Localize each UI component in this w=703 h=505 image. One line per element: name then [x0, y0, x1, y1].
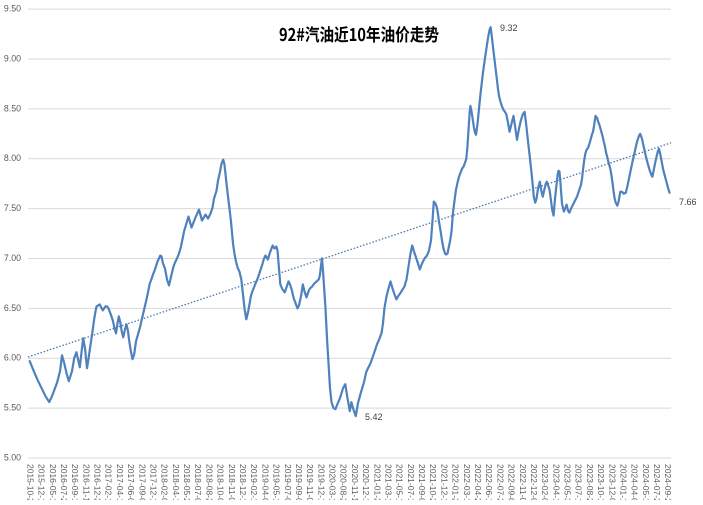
svg-text:2023-12-05: 2023-12-05: [607, 464, 617, 500]
svg-text:2023-02-03: 2023-02-03: [540, 464, 550, 500]
svg-text:6.50: 6.50: [4, 303, 21, 313]
svg-text:2018-12-14: 2018-12-14: [238, 464, 248, 500]
svg-text:2023-04-17: 2023-04-17: [551, 464, 561, 500]
svg-text:2019-11-04: 2019-11-04: [305, 464, 315, 500]
svg-text:7.50: 7.50: [4, 203, 21, 213]
svg-text:9.50: 9.50: [4, 4, 21, 14]
svg-text:2017-02-14: 2017-02-14: [104, 464, 114, 500]
svg-text:5.00: 5.00: [4, 452, 21, 462]
svg-text:2023-10-10: 2023-10-10: [596, 464, 606, 500]
svg-text:5.42: 5.42: [365, 412, 383, 422]
svg-text:2022-06-14: 2022-06-14: [484, 464, 494, 500]
svg-text:2018-02-09: 2018-02-09: [160, 464, 170, 500]
svg-text:2022-01-29: 2022-01-29: [451, 464, 461, 500]
svg-text:2021-07-12: 2021-07-12: [406, 464, 416, 500]
svg-text:2018-11-02: 2018-11-02: [227, 464, 237, 500]
svg-text:2023-07-12: 2023-07-12: [574, 464, 584, 500]
svg-text:2016-09-18: 2016-09-18: [70, 464, 80, 500]
svg-text:2016-12-28: 2016-12-28: [93, 464, 103, 500]
svg-text:2021-12-17: 2021-12-17: [439, 464, 449, 500]
svg-text:2019-02-14: 2019-02-14: [249, 464, 259, 500]
svg-text:2023-08-23: 2023-08-23: [585, 464, 595, 500]
svg-text:6.00: 6.00: [4, 353, 21, 363]
svg-text:2015-10-21: 2015-10-21: [25, 464, 35, 500]
svg-text:2018-10-08: 2018-10-08: [216, 464, 226, 500]
svg-text:2017-09-01: 2017-09-01: [137, 464, 147, 500]
svg-text:2021-05-14: 2021-05-14: [395, 464, 405, 500]
svg-text:2022-09-06: 2022-09-06: [507, 464, 517, 500]
svg-text:2022-12-05: 2022-12-05: [529, 464, 539, 500]
svg-text:2020-11-19: 2020-11-19: [350, 464, 360, 500]
svg-text:2021-03-17: 2021-03-17: [384, 464, 394, 500]
svg-text:2022-03-17: 2022-03-17: [462, 464, 472, 500]
svg-text:2021-10-22: 2021-10-22: [428, 464, 438, 500]
svg-text:2019-09-03: 2019-09-03: [294, 464, 304, 500]
svg-text:2017-06-09: 2017-06-09: [126, 464, 136, 500]
svg-text:9.32: 9.32: [500, 23, 518, 33]
svg-text:2019-12-16: 2019-12-16: [316, 464, 326, 500]
svg-text:2018-04-12: 2018-04-12: [171, 464, 181, 500]
svg-text:2022-04-28: 2022-04-28: [473, 464, 483, 500]
svg-text:8.00: 8.00: [4, 153, 21, 163]
svg-text:2018-07-09: 2018-07-09: [193, 464, 203, 500]
svg-text:2024-01-17: 2024-01-17: [619, 464, 629, 500]
svg-text:2019-07-09: 2019-07-09: [283, 464, 293, 500]
svg-text:2021-01-29: 2021-01-29: [372, 464, 382, 500]
svg-text:2020-03-17: 2020-03-17: [328, 464, 338, 500]
svg-text:2019-04-01: 2019-04-01: [260, 464, 270, 500]
svg-text:2020-08-21: 2020-08-21: [339, 464, 349, 500]
svg-text:2021-09-06: 2021-09-06: [417, 464, 427, 500]
svg-text:2017-04-12: 2017-04-12: [115, 464, 125, 500]
svg-text:7.00: 7.00: [4, 253, 21, 263]
svg-text:2017-12-14: 2017-12-14: [149, 464, 159, 500]
svg-text:2015-12-15: 2015-12-15: [37, 464, 47, 500]
svg-text:2018-08-20: 2018-08-20: [204, 464, 214, 500]
svg-text:8.50: 8.50: [4, 103, 21, 113]
svg-text:2016-05-12: 2016-05-12: [48, 464, 58, 500]
svg-text:2024-05-15: 2024-05-15: [641, 464, 651, 500]
svg-text:2020-12-17: 2020-12-17: [361, 464, 371, 500]
svg-text:9.00: 9.00: [4, 53, 21, 63]
svg-text:2022-07-26: 2022-07-26: [495, 464, 505, 500]
svg-text:2023-05-30: 2023-05-30: [563, 464, 573, 500]
svg-text:2024-07-25: 2024-07-25: [652, 464, 662, 500]
svg-text:2022-11-07: 2022-11-07: [518, 464, 528, 500]
svg-text:2018-05-21: 2018-05-21: [182, 464, 192, 500]
svg-text:5.50: 5.50: [4, 403, 21, 413]
svg-text:2024-09-20: 2024-09-20: [663, 464, 673, 500]
svg-text:2016-11-16: 2016-11-16: [81, 464, 91, 500]
svg-text:2016-07-21: 2016-07-21: [59, 464, 69, 500]
svg-text:2019-05-13: 2019-05-13: [272, 464, 282, 500]
svg-text:7.66: 7.66: [679, 197, 697, 207]
svg-text:2024-04-01: 2024-04-01: [630, 464, 640, 500]
